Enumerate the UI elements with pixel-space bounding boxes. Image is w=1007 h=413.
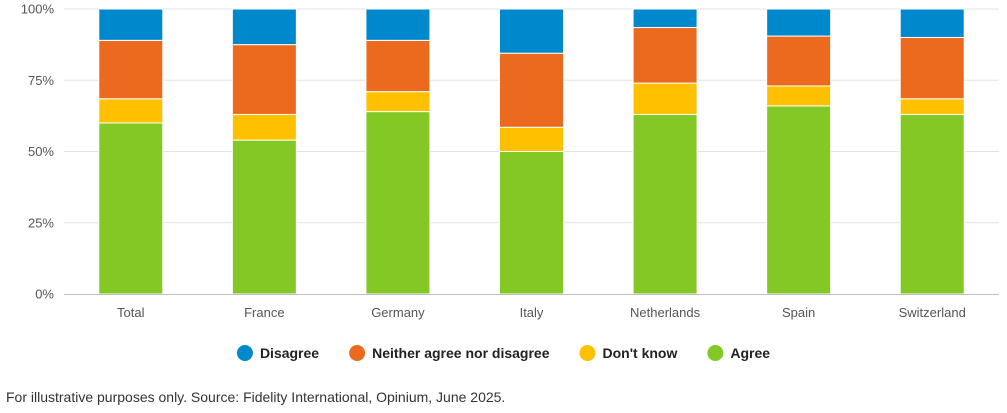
legend-marker: [707, 345, 724, 361]
bar-segment[interactable]: [365, 39, 431, 93]
bar-segment[interactable]: [899, 98, 965, 115]
bar-segment[interactable]: [766, 105, 832, 295]
bar-segment[interactable]: [98, 98, 164, 124]
bar-segment[interactable]: [365, 111, 431, 295]
bar-segment[interactable]: [766, 35, 832, 87]
x-tick-label: France: [244, 305, 284, 320]
y-tick-label: 50%: [28, 144, 54, 159]
bar-segment[interactable]: [98, 8, 164, 41]
bar-segment[interactable]: [499, 126, 564, 153]
stacked-bar-chart: 0% 25% 50% 75% 100% Total France Germany Italy Ne…: [21, 2, 999, 361]
x-tick-label: Italy: [520, 305, 544, 320]
bar-segment[interactable]: [632, 27, 698, 84]
legend-item[interactable]: Agree: [707, 345, 770, 361]
bar-segment[interactable]: [365, 8, 431, 41]
legend-marker: [236, 345, 253, 361]
y-tick-label: 0%: [35, 287, 54, 302]
x-tick-label: Netherlands: [630, 305, 701, 320]
legend-item[interactable]: Neither agree nor disagree: [349, 345, 550, 361]
bar-segment[interactable]: [766, 85, 832, 107]
bars: [98, 8, 965, 295]
legend-label: Neither agree nor disagree: [372, 345, 550, 361]
x-tick-label: Spain: [782, 305, 815, 320]
x-tick-label: Germany: [371, 305, 425, 320]
y-tick-label: 25%: [28, 215, 54, 230]
bar-segment[interactable]: [499, 151, 564, 295]
bar-segment[interactable]: [365, 91, 431, 113]
legend-label: Agree: [730, 345, 770, 361]
legend: Disagree Neither agree nor disagree Don't …: [236, 345, 770, 361]
axes: 0% 25% 50% 75% 100% Total France Germany Italy Ne…: [21, 2, 999, 320]
legend-label: Disagree: [260, 345, 319, 361]
bar-segment[interactable]: [231, 139, 297, 295]
x-tick-label: Total: [117, 305, 145, 320]
bar-segment[interactable]: [98, 39, 164, 100]
bar-segment[interactable]: [899, 37, 965, 100]
bar-segment[interactable]: [766, 8, 832, 37]
source-footnote: For illustrative purposes only. Source: …: [6, 389, 506, 405]
bar-segment[interactable]: [899, 8, 965, 38]
bar-segment[interactable]: [231, 113, 297, 141]
legend-item[interactable]: Disagree: [236, 345, 319, 361]
legend-marker: [579, 345, 596, 361]
bar-segment[interactable]: [899, 113, 965, 295]
bar-segment[interactable]: [632, 8, 698, 29]
y-tick-label: 100%: [21, 2, 55, 17]
bar-segment[interactable]: [632, 113, 698, 295]
x-tick-label: Switzerland: [899, 305, 966, 320]
bar-segment[interactable]: [231, 44, 297, 115]
bar-segment[interactable]: [499, 52, 564, 128]
legend-item[interactable]: Don't know: [579, 345, 678, 361]
y-tick-label: 75%: [28, 73, 54, 88]
bar-segment[interactable]: [499, 8, 564, 54]
legend-label: Don't know: [603, 345, 678, 361]
bar-segment[interactable]: [98, 122, 164, 295]
bar-segment[interactable]: [231, 8, 297, 46]
legend-marker: [349, 345, 366, 361]
bar-segment[interactable]: [632, 82, 698, 115]
